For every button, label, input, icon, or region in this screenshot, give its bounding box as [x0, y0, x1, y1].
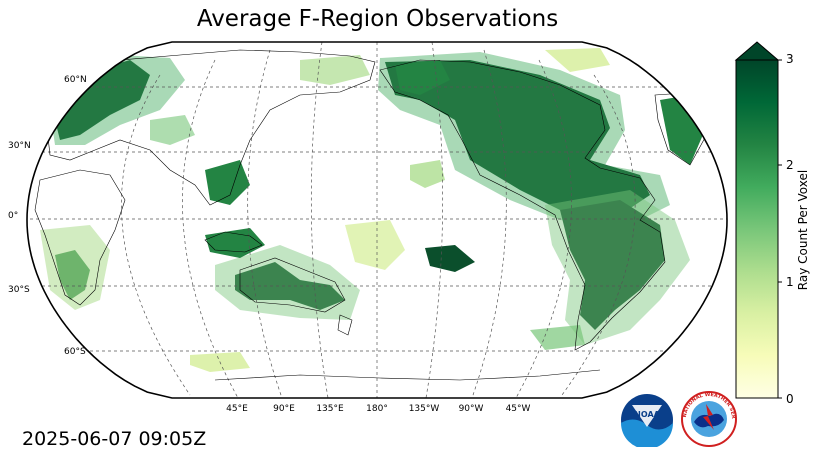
- colorbar-tick-1: 1: [786, 275, 794, 289]
- globe-outline: [26, 41, 728, 399]
- field-alaska: [395, 60, 450, 95]
- colorbar-extend-max: [734, 41, 780, 61]
- field-south-america: [560, 200, 665, 330]
- lat-label-0: 0°: [8, 211, 19, 221]
- lat-label-60n: 60°N: [64, 75, 87, 85]
- lat-label-60s: 60°S: [64, 347, 86, 357]
- lon-label-45w: 45°W: [505, 404, 531, 414]
- timestamp: 2025-06-07 09:05Z: [22, 428, 207, 450]
- field-north-america: [385, 60, 650, 215]
- colorbar-tick-0: 0: [786, 392, 794, 406]
- field-europe: [55, 60, 150, 140]
- lat-label-30s: 30°S: [8, 285, 30, 295]
- field-south-pacific-2: [345, 220, 405, 270]
- noaa-logo: NOAA: [621, 394, 673, 447]
- lat-label-30n: 30°N: [8, 141, 31, 151]
- lon-label-180: 180°: [366, 404, 388, 414]
- colorbar-tick-2: 2: [786, 158, 794, 172]
- lon-label-45e: 45°E: [226, 404, 248, 414]
- field-central-pacific: [410, 160, 445, 188]
- map-title: Average F-Region Observations: [196, 6, 559, 32]
- colorbar-label: Ray Count Per Voxel: [796, 169, 810, 291]
- graticule: [27, 42, 727, 398]
- lon-label-90w: 90°W: [458, 404, 484, 414]
- field-southern-ocean-2: [530, 325, 585, 350]
- field-siberia: [300, 55, 370, 85]
- field-south-pacific: [425, 245, 475, 272]
- nws-logo: NATIONAL WEATHER SERVICE: [680, 388, 737, 447]
- colorbar-tick-3: 3: [786, 52, 794, 66]
- field-south-america-edge: [545, 190, 690, 345]
- field-north-atlantic: [545, 48, 610, 72]
- lon-label-90e: 90°E: [273, 404, 295, 414]
- field-africa-edge: [40, 225, 110, 310]
- lon-label-135e: 135°E: [316, 404, 344, 414]
- lon-label-135w: 135°W: [408, 404, 440, 414]
- field-east-asia: [205, 160, 250, 205]
- colorbar: [734, 41, 782, 399]
- field-east-asia-2: [150, 115, 195, 145]
- field-north-america-edge: [378, 52, 670, 225]
- colorbar-body: [735, 59, 779, 399]
- noaa-logo-text: NOAA: [634, 410, 660, 419]
